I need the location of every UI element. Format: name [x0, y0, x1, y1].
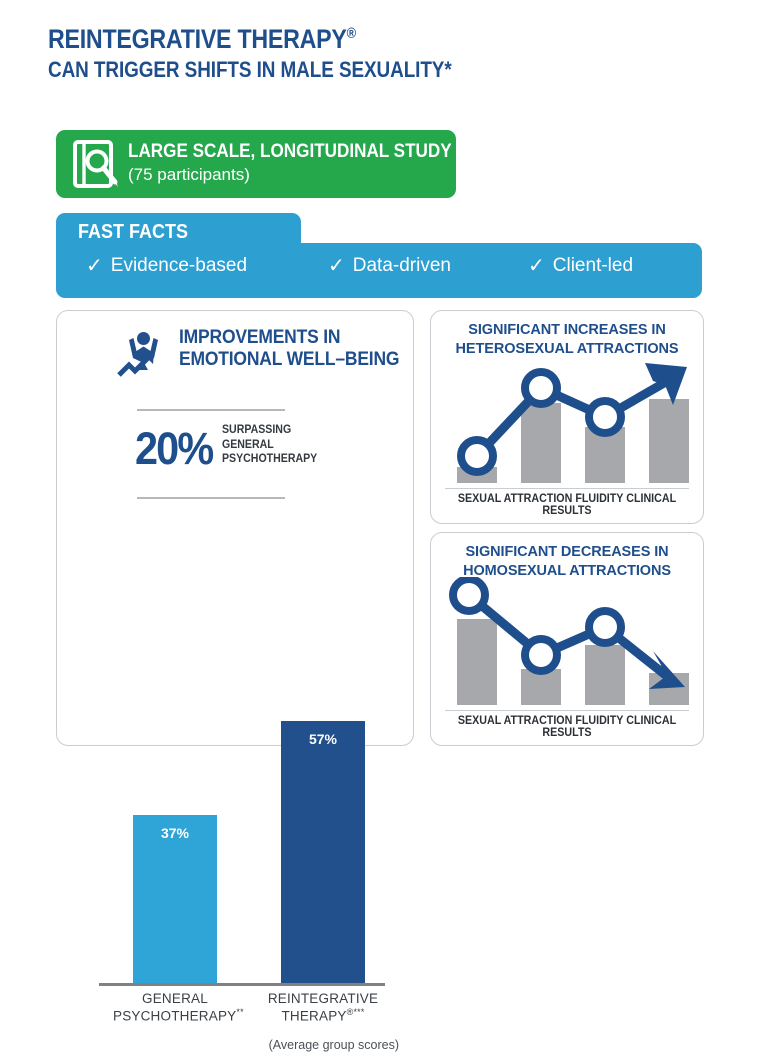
gray-bar	[649, 399, 689, 483]
page-title: REINTEGRATIVE THERAPY®	[48, 24, 452, 54]
bar-value-label: 37%	[160, 825, 190, 841]
axis-label-line-2: PSYCHOTHERAPY**	[113, 1007, 244, 1025]
homo-title-line-2: HOMOSEXUAL ATTRACTIONS	[463, 562, 671, 579]
study-banner-participants: (75 participants)	[128, 165, 250, 185]
wellbeing-bar-chart: 20% SURPASSING GENERAL PSYCHOTHERAPY 37%…	[57, 311, 413, 1052]
difference-callout: 20% SURPASSING GENERAL PSYCHOTHERAPY	[135, 423, 326, 475]
gray-bar	[521, 403, 561, 483]
registered-mark: ®	[346, 25, 357, 42]
axis-label-line-1: REINTEGRATIVE	[267, 991, 379, 1006]
axis-label-reintegrative-therapy: REINTEGRATIVE THERAPY®***	[253, 991, 393, 1025]
axis-label-line-1: GENERAL	[142, 991, 208, 1006]
book-magnifier-icon	[73, 140, 118, 188]
trend-line	[464, 590, 678, 686]
homo-footer-caption: SEXUAL ATTRACTION FLUIDITY CLINICAL RESU…	[457, 715, 677, 739]
homo-title-line-1: SIGNIFICANT DECREASES IN	[465, 544, 669, 560]
axis-label-word: PSYCHOTHERAPY	[113, 1008, 237, 1024]
hetero-panel-title: SIGNIFICANT INCREASES IN HETEROSEXUAL AT…	[431, 321, 703, 358]
page-header: REINTEGRATIVE THERAPY® CAN TRIGGER SHIFT…	[48, 24, 517, 83]
study-banner-headline: LARGE SCALE, LONGITUDINAL STUDY	[128, 141, 452, 163]
study-banner: LARGE SCALE, LONGITUDINAL STUDY (75 part…	[56, 130, 456, 198]
bar-value-label: 57%	[308, 731, 338, 747]
difference-description-line-1: SURPASSING	[222, 424, 292, 436]
heterosexual-attractions-panel: SIGNIFICANT INCREASES IN HETEROSEXUAL AT…	[430, 310, 704, 524]
footnote-marker: **	[236, 1007, 244, 1018]
arrowhead-icon	[649, 651, 685, 689]
fast-facts-tab-label: FAST FACTS	[78, 221, 189, 243]
difference-value: 20%	[135, 423, 214, 475]
check-icon: ✓	[328, 255, 345, 277]
bar-reintegrative-therapy: 57%	[281, 721, 365, 983]
footnote-marker: ®***	[346, 1007, 365, 1018]
heading-line-1: IMPROVEMENTS IN	[179, 327, 341, 348]
fast-fact-label: Data-driven	[352, 255, 451, 276]
chart-baseline	[99, 983, 385, 986]
data-point-marker	[521, 635, 561, 675]
hetero-title-line-1: SIGNIFICANT INCREASES IN	[468, 322, 666, 338]
fast-fact-item-client-led: ✓ Client-led	[528, 255, 633, 277]
fast-facts-bar: ✓ Evidence-based ✓ Data-driven ✓ Client-…	[56, 243, 702, 298]
emotional-wellbeing-header: IMPROVEMENTS IN EMOTIONAL WELL–BEING	[117, 327, 418, 381]
gap-rule-bottom	[137, 497, 285, 499]
data-point-marker	[585, 607, 625, 647]
homo-trend-chart	[449, 577, 689, 705]
gap-rule-top	[137, 409, 285, 411]
hetero-trend-chart	[457, 363, 689, 483]
hetero-footer-caption: SEXUAL ATTRACTION FLUIDITY CLINICAL RESU…	[457, 493, 677, 517]
hetero-title-line-2: HETEROSEXUAL ATTRACTIONS	[455, 340, 679, 357]
fast-fact-item-evidence-based: ✓ Evidence-based	[86, 255, 247, 277]
difference-description-line-3: PSYCHOTHERAPY	[222, 453, 318, 466]
homo-panel-title: SIGNIFICANT DECREASES IN HOMOSEXUAL ATTR…	[431, 543, 703, 580]
homo-footer-divider	[445, 710, 689, 711]
difference-description-line-2: GENERAL	[222, 438, 274, 451]
emotional-wellbeing-heading: IMPROVEMENTS IN EMOTIONAL WELL–BEING	[179, 327, 400, 372]
heading-line-2: EMOTIONAL WELL–BEING	[179, 349, 400, 371]
axis-label-word: THERAPY	[281, 1008, 347, 1024]
data-point-marker	[449, 577, 489, 615]
hetero-footer-divider	[445, 488, 689, 489]
fast-fact-label: Client-led	[552, 255, 634, 276]
emotional-wellbeing-panel: IMPROVEMENTS IN EMOTIONAL WELL–BEING 20%…	[56, 310, 414, 1052]
difference-description: SURPASSING GENERAL PSYCHOTHERAPY	[222, 423, 317, 467]
gray-bar	[457, 619, 497, 705]
check-icon: ✓	[528, 255, 545, 277]
page-title-text: REINTEGRATIVE THERAPY	[48, 24, 347, 54]
arrowhead-icon	[645, 363, 687, 405]
data-point-marker	[457, 436, 497, 476]
homosexual-attractions-panel: SIGNIFICANT DECREASES IN HOMOSEXUAL ATTR…	[430, 532, 704, 746]
page-subtitle: CAN TRIGGER SHIFTS IN MALE SEXUALITY*	[48, 57, 452, 83]
person-rising-arrow-icon	[117, 332, 158, 377]
data-point-marker	[521, 368, 561, 408]
gray-bar	[585, 645, 625, 705]
trend-line	[472, 374, 676, 461]
bar-general-psychotherapy: 37%	[133, 815, 217, 983]
study-banner-text: LARGE SCALE, LONGITUDINAL STUDY (75 part…	[128, 141, 488, 185]
average-scores-note: (Average group scores)	[268, 1038, 399, 1052]
check-icon: ✓	[86, 255, 103, 277]
data-point-marker	[585, 397, 625, 437]
fast-fact-item-data-driven: ✓ Data-driven	[328, 255, 451, 277]
axis-label-line-2: THERAPY®***	[253, 1007, 393, 1025]
axis-label-general-psychotherapy: GENERAL PSYCHOTHERAPY**	[113, 991, 244, 1025]
fast-fact-label: Evidence-based	[110, 255, 248, 276]
